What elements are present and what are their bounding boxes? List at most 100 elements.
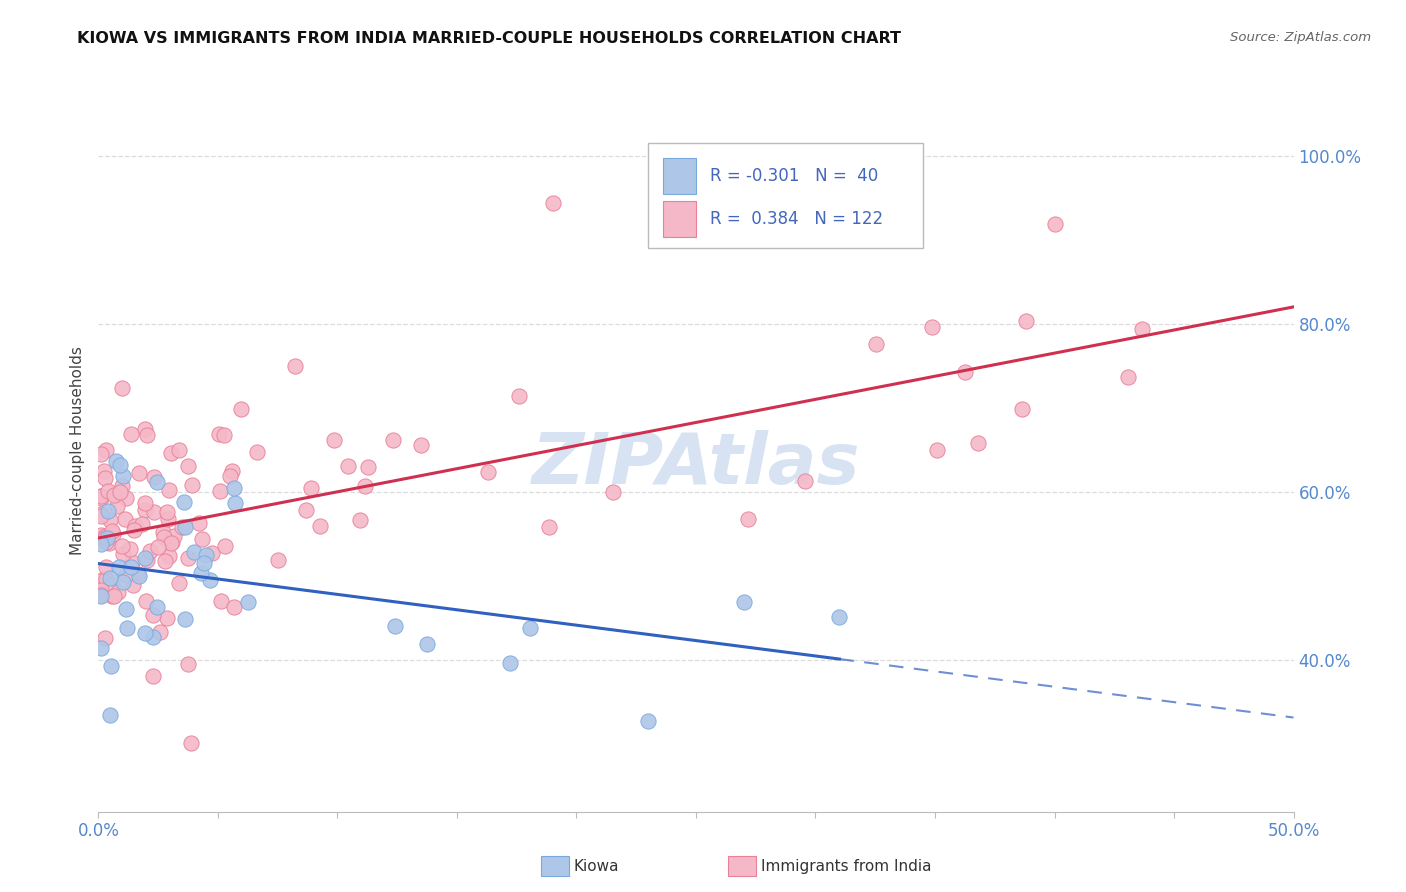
Point [927, 442, 949, 457]
Point [142, 630, 165, 644]
Point [96, 572, 118, 586]
Point [93, 470, 115, 484]
Point [100, 524, 122, 538]
Point [115, 567, 138, 582]
Text: R = -0.301   N =  40: R = -0.301 N = 40 [710, 167, 879, 185]
Point [134, 626, 156, 640]
Point [201, 546, 224, 560]
Point [224, 481, 246, 495]
Point [181, 478, 204, 492]
Point [967, 435, 990, 450]
Point [173, 495, 195, 509]
Point [224, 496, 246, 510]
Point [1130, 322, 1153, 336]
Point [953, 365, 976, 379]
Point [90, 489, 112, 503]
Point [94, 632, 117, 646]
Point [737, 512, 759, 526]
Point [384, 619, 406, 633]
Point [98, 571, 121, 585]
Point [114, 511, 136, 525]
Point [637, 714, 659, 728]
Point [212, 427, 235, 442]
Point [1043, 217, 1066, 231]
Point [90, 640, 112, 655]
Point [139, 544, 162, 558]
Point [134, 503, 156, 517]
Point [120, 542, 142, 557]
Point [96, 442, 118, 457]
Point [246, 445, 269, 459]
Point [90, 582, 112, 597]
Point [146, 475, 169, 490]
Point [499, 656, 522, 670]
Point [153, 530, 176, 544]
Point [103, 488, 125, 502]
Point [208, 427, 231, 442]
Point [308, 519, 330, 533]
Point [167, 575, 190, 590]
Point [179, 736, 201, 750]
Point [152, 524, 174, 539]
Point [131, 517, 153, 532]
Point [122, 523, 145, 537]
Point [162, 535, 184, 549]
Point [98, 708, 122, 723]
Point [519, 621, 541, 635]
Point [135, 594, 157, 608]
Point [221, 464, 243, 478]
Point [323, 434, 346, 448]
Point [111, 479, 134, 493]
Point [112, 469, 135, 483]
Point [172, 519, 194, 533]
Point [163, 529, 186, 543]
Point [90, 588, 112, 602]
Point [103, 589, 125, 603]
Point [173, 611, 195, 625]
Point [142, 669, 165, 683]
Point [229, 402, 252, 417]
FancyBboxPatch shape [662, 202, 696, 237]
Point [1116, 370, 1139, 384]
Point [97, 504, 120, 518]
Point [177, 551, 200, 566]
Point [921, 319, 943, 334]
Point [120, 560, 142, 574]
Point [90, 507, 112, 521]
Point [194, 548, 217, 562]
Point [143, 505, 166, 519]
Point [159, 536, 181, 550]
Point [157, 549, 180, 563]
Point [155, 554, 177, 568]
FancyBboxPatch shape [662, 158, 696, 194]
Point [198, 574, 221, 588]
Text: KIOWA VS IMMIGRANTS FROM INDIA MARRIED-COUPLE HOUSEHOLDS CORRELATION CHART: KIOWA VS IMMIGRANTS FROM INDIA MARRIED-C… [77, 31, 901, 46]
Point [96, 535, 118, 549]
Point [187, 516, 209, 530]
Point [236, 595, 259, 609]
Text: Immigrants from India: Immigrants from India [761, 859, 931, 873]
Point [508, 389, 530, 403]
Point [121, 555, 143, 569]
Point [156, 504, 179, 518]
Point [190, 566, 212, 580]
Point [193, 556, 215, 570]
Point [209, 593, 232, 607]
Point [142, 470, 165, 484]
Point [177, 657, 200, 672]
Point [94, 529, 117, 543]
Point [541, 195, 564, 210]
Point [128, 569, 150, 583]
Point [96, 531, 118, 545]
Point [97, 483, 120, 498]
Point [145, 600, 167, 615]
Point [135, 428, 157, 442]
Point [90, 537, 112, 551]
Point [159, 446, 181, 460]
Point [173, 520, 195, 534]
Point [100, 659, 122, 673]
Point [115, 491, 138, 506]
Point [295, 503, 318, 517]
Point [146, 541, 169, 555]
Point [284, 359, 307, 373]
